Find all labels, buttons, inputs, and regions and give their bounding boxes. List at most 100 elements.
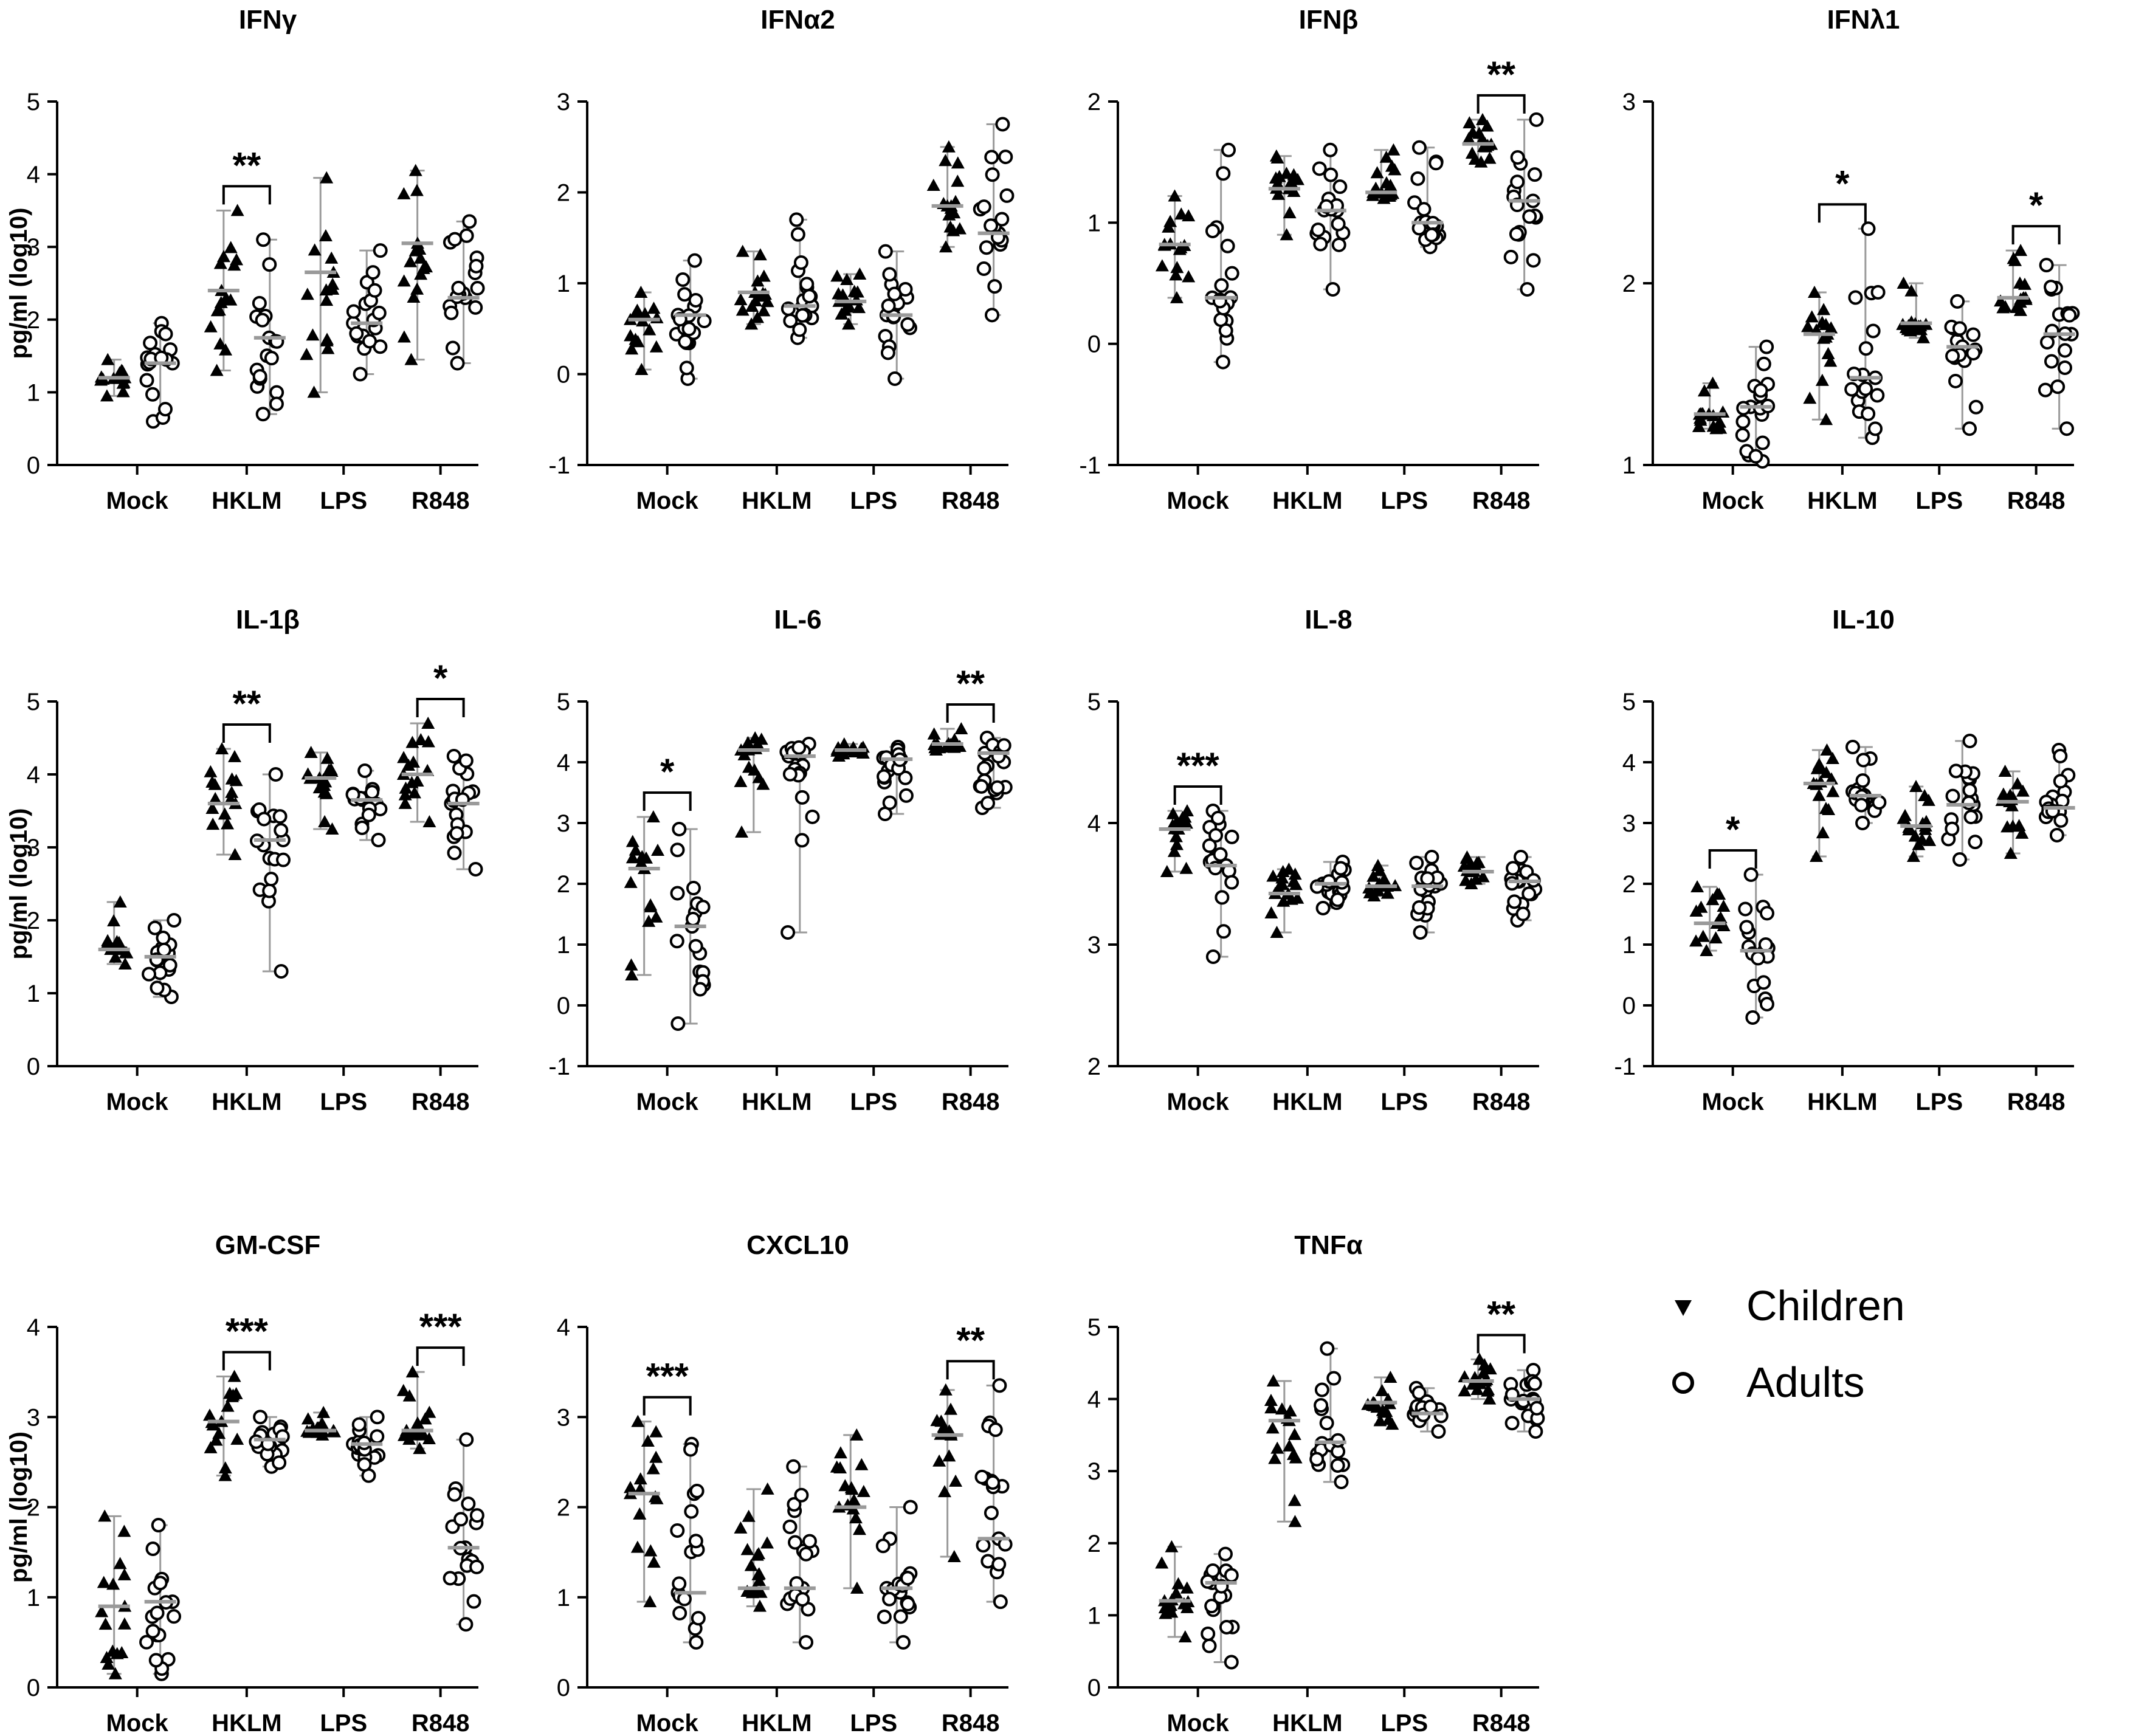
significance-label: *: [433, 658, 448, 698]
children-point: [742, 1509, 756, 1522]
children-point: [734, 1521, 748, 1534]
children-point: [100, 389, 114, 402]
adults-point: [979, 240, 994, 255]
children-point: [830, 1460, 844, 1473]
children-point: [1476, 870, 1490, 883]
adults-point: [150, 1605, 165, 1621]
children-point: [213, 257, 227, 269]
children-point: [926, 178, 940, 191]
adults-point: [2044, 354, 2059, 369]
children-point: [754, 732, 768, 745]
adults-point: [1506, 861, 1521, 876]
children-point: [397, 187, 411, 199]
children-point: [951, 156, 965, 169]
adults-point: [1948, 763, 1963, 779]
x-tick-label: Mock: [1167, 1089, 1230, 1115]
children-point: [224, 792, 238, 805]
adults-point: [787, 1497, 802, 1512]
adults-point: [675, 272, 691, 287]
children-point: [939, 240, 953, 253]
y-tick-label: 1: [557, 270, 570, 297]
children-point: [1162, 220, 1176, 233]
adults-point: [272, 1455, 287, 1470]
adults-point: [1224, 1655, 1239, 1670]
children-point: [1179, 861, 1193, 874]
children-point: [422, 815, 436, 827]
adults-point: [142, 966, 157, 982]
children-point: [102, 1657, 115, 1670]
children-point: [101, 353, 115, 365]
children-point: [318, 815, 332, 827]
adults-point: [678, 334, 693, 350]
children-point: [1159, 1607, 1173, 1619]
adults-point: [1509, 226, 1524, 241]
children-point: [221, 817, 235, 830]
x-tick-label: HKLM: [742, 487, 812, 514]
children-point: [1807, 285, 1821, 298]
adults-point: [1330, 1433, 1345, 1448]
children-point: [1271, 187, 1285, 200]
adults-point: [253, 1410, 268, 1425]
children-point: [1689, 934, 1703, 947]
children-point: [647, 1555, 661, 1568]
children-point: [1377, 872, 1391, 885]
adults-point: [1866, 323, 1881, 339]
children-point: [624, 875, 638, 888]
panel-title: IFNα2: [760, 5, 835, 35]
adults-point: [1215, 354, 1230, 370]
children-point: [407, 291, 421, 303]
adults-point: [1319, 1416, 1334, 1431]
children-point: [951, 174, 965, 187]
children-point: [1898, 808, 1912, 821]
children-point: [209, 1433, 223, 1446]
adults-point: [677, 287, 692, 302]
children-point: [1284, 175, 1298, 188]
adults-point: [2057, 360, 2072, 375]
x-tick-label: R848: [412, 1710, 470, 1736]
adults-point: [351, 1417, 367, 1432]
children-point: [631, 1414, 645, 1427]
adults-point: [672, 1576, 687, 1591]
adults-point: [1311, 222, 1326, 238]
children-point: [942, 140, 956, 153]
children-point: [748, 294, 762, 307]
x-tick-label: R848: [1472, 487, 1531, 514]
children-point: [1480, 119, 1494, 132]
adults-point: [1218, 323, 1233, 338]
children-point: [213, 337, 227, 350]
children-point: [2013, 276, 2027, 289]
children-point: [1385, 159, 1399, 172]
adults-point: [1510, 174, 1525, 190]
children-point: [753, 1574, 767, 1586]
children-point: [845, 1483, 859, 1495]
children-point: [1483, 151, 1497, 164]
children-point: [300, 288, 314, 300]
children-point: [1714, 911, 1728, 923]
children-point: [1700, 944, 1714, 956]
children-point: [2005, 799, 2019, 811]
y-axis-label: pg/ml (log10): [5, 208, 32, 359]
children-point: [1483, 1392, 1497, 1405]
adults-point: [799, 1634, 814, 1650]
adults-point: [1410, 171, 1425, 186]
children-point: [422, 1432, 436, 1445]
adults-point: [365, 265, 381, 280]
y-tick-label: 3: [1622, 810, 1636, 837]
y-tick-label: 0: [1087, 1675, 1101, 1701]
significance-label: ***: [1177, 745, 1220, 786]
significance-bracket: [946, 1360, 995, 1380]
children-point: [1288, 1515, 1302, 1528]
y-tick-label: 2: [557, 1495, 570, 1521]
x-tick-label: HKLM: [742, 1089, 812, 1115]
children-point: [847, 284, 861, 297]
children-point: [1370, 166, 1384, 179]
legend-adults-label: Adults: [1746, 1359, 1865, 1406]
children-point: [2014, 244, 2028, 257]
children-point: [1163, 1598, 1177, 1611]
x-tick-label: Mock: [636, 1089, 699, 1115]
adults-point: [458, 753, 474, 768]
children-point: [1713, 415, 1727, 428]
adults-point: [466, 1594, 481, 1609]
adults-point: [255, 312, 270, 328]
children-point: [744, 1559, 758, 1571]
